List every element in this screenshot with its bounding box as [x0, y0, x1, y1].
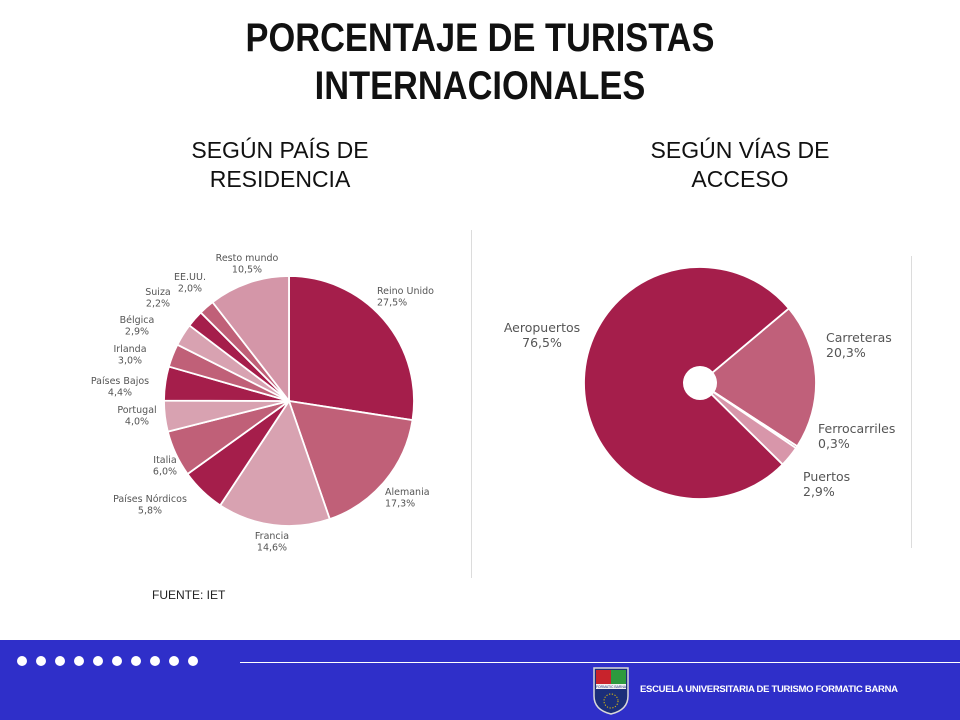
title-line-2: INTERNACIONALES: [314, 64, 646, 108]
school-name: ESCUELA UNIVERSITARIA DE TURISMO FORMATI…: [640, 684, 898, 695]
footer-dot: [131, 656, 141, 666]
label-pa-ses-n-rdicos-name: Países Nórdicos: [113, 494, 187, 505]
label-resto-mundo-value: 10,5%: [232, 265, 262, 276]
source-note: FUENTE: IET: [152, 588, 226, 602]
label-suiza-value: 2,2%: [146, 299, 170, 310]
footer-bar: FORMATIC BARNA ESCUELA UNIVERSITARIA DE …: [0, 640, 960, 720]
access-label-puertos-value: 2,9%: [803, 484, 835, 499]
page-title: PORCENTAJE DE TURISTAS INTERNACIONALES: [67, 14, 893, 110]
footer-dot: [188, 656, 198, 666]
label-reino-unido-value: 27,5%: [377, 298, 407, 309]
label-alemania-name: Alemania: [385, 487, 430, 498]
label-pa-ses-bajos-name: Países Bajos: [91, 376, 149, 387]
school-crest-icon: FORMATIC BARNA: [593, 667, 629, 715]
pie-center-hole: [683, 366, 717, 400]
footer-dot: [17, 656, 27, 666]
label-italia-name: Italia: [153, 455, 176, 466]
left-subtitle-line-1: SEGÚN PAÍS DE: [191, 137, 369, 163]
footer-dots: [17, 656, 198, 666]
left-chart-subtitle: SEGÚN PAÍS DE RESIDENCIA: [135, 136, 425, 194]
access-label-puertos-name: Puertos: [803, 469, 850, 484]
footer-dot: [169, 656, 179, 666]
label-pa-ses-n-rdicos-value: 5,8%: [138, 506, 162, 517]
slice-francia: [218, 398, 331, 527]
label-italia-value: 6,0%: [153, 467, 177, 478]
left-subtitle-line-2: RESIDENCIA: [209, 166, 351, 192]
label-ee-uu--value: 2,0%: [178, 284, 202, 295]
access-label-ferrocarriles-name: Ferrocarriles: [818, 421, 895, 436]
label-reino-unido-name: Reino Unido: [377, 286, 434, 297]
right-chart-subtitle: SEGÚN VÍAS DE ACCESO: [585, 136, 895, 194]
footer-dot: [112, 656, 122, 666]
label-suiza-name: Suiza: [145, 287, 171, 298]
label-b-lgica-name: Bélgica: [120, 315, 155, 326]
label-irlanda-name: Irlanda: [113, 344, 146, 355]
label-portugal-value: 4,0%: [125, 417, 149, 428]
chart-divider-right: [911, 256, 912, 548]
footer-dot: [93, 656, 103, 666]
access-label-carreteras-value: 20,3%: [826, 345, 866, 360]
right-subtitle-line-2: ACCESO: [691, 166, 789, 192]
access-label-carreteras-name: Carreteras: [826, 330, 892, 345]
footer-dot: [55, 656, 65, 666]
title-line-1: PORCENTAJE DE TURISTAS: [245, 16, 715, 60]
access-slice-carreteras: [698, 307, 817, 448]
label-irlanda-value: 3,0%: [118, 356, 142, 367]
footer-dot: [74, 656, 84, 666]
slice-resto-mundo: [211, 275, 290, 404]
footer-dot: [36, 656, 46, 666]
footer-dot: [150, 656, 160, 666]
slice-reino-unido: [288, 275, 415, 422]
access-label-aeropuertos-name: Aeropuertos: [504, 320, 580, 335]
access-label-aeropuertos-value: 76,5%: [522, 335, 562, 350]
label-b-lgica-value: 2,9%: [125, 327, 149, 338]
footer-line: [240, 662, 960, 663]
label-francia-value: 14,6%: [257, 543, 287, 554]
label-pa-ses-bajos-value: 4,4%: [108, 388, 132, 399]
right-subtitle-line-1: SEGÚN VÍAS DE: [650, 137, 830, 163]
label-ee-uu--name: EE.UU.: [174, 272, 206, 283]
svg-text:FORMATIC BARNA: FORMATIC BARNA: [596, 685, 627, 689]
chart-divider-left: [471, 230, 472, 578]
label-alemania-value: 17,3%: [385, 499, 415, 510]
label-francia-name: Francia: [255, 531, 289, 542]
label-portugal-name: Portugal: [117, 405, 156, 416]
label-resto-mundo-name: Resto mundo: [216, 253, 279, 264]
access-label-ferrocarriles-value: 0,3%: [818, 436, 850, 451]
